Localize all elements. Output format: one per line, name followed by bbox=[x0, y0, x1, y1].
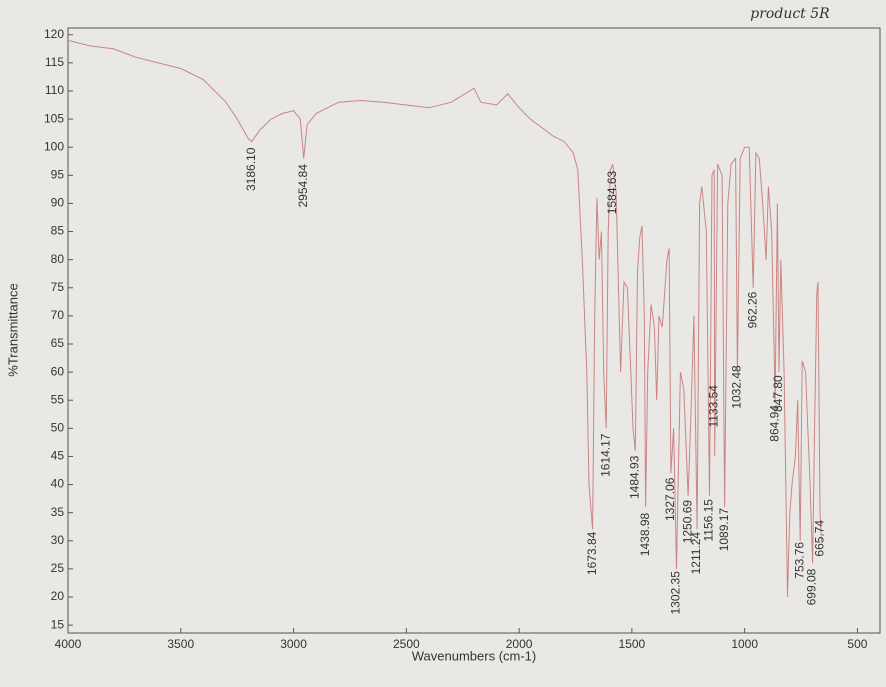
peak-label: 1032.48 bbox=[729, 365, 743, 409]
peak-label: 1250.69 bbox=[680, 500, 694, 544]
peak-label: 3186.10 bbox=[244, 147, 258, 191]
y-tick-label: 50 bbox=[51, 421, 65, 435]
peak-label: 665.74 bbox=[812, 520, 826, 557]
x-tick-label: 4000 bbox=[55, 637, 82, 651]
spectrum-line bbox=[67, 39, 822, 598]
peak-label: 753.76 bbox=[792, 542, 806, 579]
peak-label: 1156.15 bbox=[702, 499, 716, 542]
peak-label: 962.26 bbox=[745, 291, 759, 328]
peak-label: 1211.24 bbox=[689, 532, 703, 575]
peak-label: 1614.17 bbox=[598, 433, 612, 477]
peak-label: 864.94 bbox=[767, 405, 781, 442]
y-tick-label: 70 bbox=[51, 308, 65, 322]
handwritten-note: product 5R bbox=[750, 6, 830, 22]
y-tick-label: 55 bbox=[51, 392, 65, 406]
y-tick-label: 85 bbox=[51, 224, 65, 238]
x-tick-label: 1000 bbox=[731, 637, 758, 651]
x-tick-label: 3500 bbox=[167, 637, 194, 651]
y-tick-label: 30 bbox=[51, 533, 65, 547]
y-tick-label: 105 bbox=[44, 111, 64, 125]
y-tick-label: 75 bbox=[51, 280, 65, 294]
y-tick-label: 65 bbox=[51, 336, 65, 350]
peak-label: 1484.93 bbox=[627, 455, 641, 499]
peak-label: 1089.17 bbox=[717, 508, 731, 552]
y-tick-label: 100 bbox=[44, 139, 64, 153]
y-tick-label: 95 bbox=[51, 167, 65, 181]
x-tick-label: 1500 bbox=[619, 637, 646, 651]
x-tick-label: 3000 bbox=[280, 637, 307, 651]
y-tick-label: 25 bbox=[51, 561, 65, 575]
y-tick-label: 115 bbox=[45, 55, 64, 69]
y-tick-label: 120 bbox=[44, 27, 64, 41]
peak-label: 847.80 bbox=[771, 375, 785, 412]
y-tick-label: 40 bbox=[51, 477, 65, 491]
peak-label: 1302.35 bbox=[669, 571, 683, 615]
x-tick-label: 500 bbox=[847, 637, 867, 651]
y-tick-label: 45 bbox=[51, 449, 65, 463]
peak-label: 1584.63 bbox=[605, 170, 619, 214]
y-tick-label: 20 bbox=[51, 589, 65, 603]
x-tick-label: 2500 bbox=[393, 637, 420, 651]
peak-label: 1673.84 bbox=[585, 531, 599, 575]
peak-label: 1133.54 bbox=[707, 385, 721, 428]
x-tick-label: 2000 bbox=[506, 637, 533, 651]
y-tick-label: 110 bbox=[45, 83, 64, 97]
y-tick-label: 80 bbox=[51, 252, 65, 266]
y-tick-label: 90 bbox=[51, 196, 65, 210]
y-tick-label: 60 bbox=[51, 364, 65, 378]
peak-label: 699.08 bbox=[805, 568, 819, 605]
plot-frame bbox=[67, 27, 881, 634]
peak-label: 1438.98 bbox=[638, 512, 652, 556]
peak-label: 1327.06 bbox=[663, 477, 677, 521]
y-tick-label: 35 bbox=[51, 505, 65, 519]
x-axis-title: Wavenumbers (cm-1) bbox=[412, 648, 536, 663]
y-axis-title: %Transmittance bbox=[5, 283, 20, 376]
peak-label: 2954.84 bbox=[296, 164, 310, 208]
y-tick-label: 15 bbox=[51, 617, 65, 631]
